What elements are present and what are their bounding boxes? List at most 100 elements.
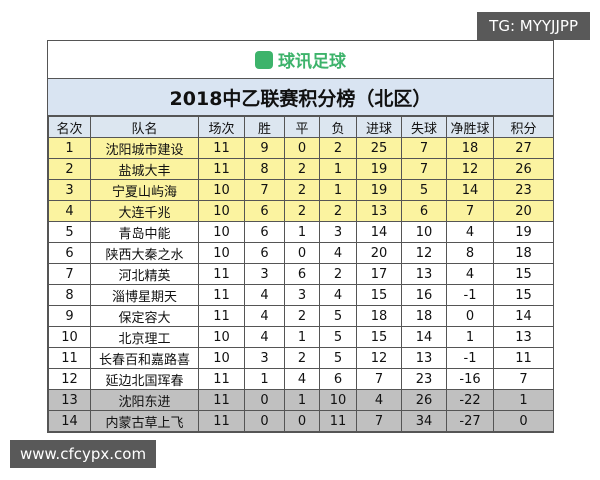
cell: 0 [284,242,320,264]
cell: 2 [284,158,320,180]
cell: 18 [446,137,494,159]
cell: 13 [401,347,447,369]
cell: 4 [446,263,494,285]
cell: 19 [356,158,402,180]
cell: 2 [319,200,357,222]
cell: 内蒙古草上飞 [90,410,199,432]
cell: 14 [356,221,402,243]
cell: 8 [446,242,494,264]
cell: 0 [493,410,554,432]
cell: 名次 [48,116,91,138]
cell: 长春百和嘉路喜 [90,347,199,369]
cell: 保定容大 [90,305,199,327]
cell: 11 [493,347,554,369]
row: 4 大连千兆 10 6 2 2 13 6 7 20 [48,200,554,222]
cell: 胜 [244,116,285,138]
cell: 1 [284,389,320,411]
watermark: www.cfcypx.com [10,440,157,468]
cell: 10 [198,200,245,222]
cell: 2 [284,347,320,369]
cell: 12 [446,158,494,180]
cell: -27 [446,410,494,432]
cell: 18 [356,305,402,327]
logo: 球讯足球 [48,41,553,79]
cell: 11 [198,263,245,285]
cell: 1 [493,389,554,411]
cell: 大连千兆 [90,200,199,222]
cell: 6 [244,221,285,243]
cell: 15 [356,326,402,348]
cell: 4 [356,389,402,411]
cell: 1 [48,137,91,159]
cell: 3 [319,221,357,243]
cell: 延边北国珲春 [90,368,199,390]
cell: -16 [446,368,494,390]
row: 3 宁夏山屿海 10 7 2 1 19 5 14 23 [48,179,554,201]
cell: 19 [356,179,402,201]
row: 11 长春百和嘉路喜 10 3 2 5 12 13 -1 11 [48,347,554,369]
cell: 18 [401,305,447,327]
header-row: 名次 队名 场次胜平负进球 失球 净胜球 积分 [48,116,554,138]
title: 2018中乙联赛积分榜（北区） [48,79,553,116]
cell: 4 [48,200,91,222]
cell: 3 [284,284,320,306]
cell: 8 [244,158,285,180]
cell: 0 [446,305,494,327]
cell: 5 [319,347,357,369]
cell: 7 [401,137,447,159]
cell: 6 [244,200,285,222]
table: 名次 队名 场次胜平负进球 失球 净胜球 积分 1 沈阳城市建设 11 9 0 2 25 7 18 27 2 盐城… [48,116,554,432]
cell: 11 [198,158,245,180]
cell: 10 [401,221,447,243]
cell: 进球 [356,116,402,138]
cell: 9 [244,137,285,159]
cell: 平 [284,116,320,138]
cell: 11 [198,410,245,432]
cell: 9 [48,305,91,327]
cell: 4 [319,242,357,264]
cell: 4 [284,368,320,390]
row: 1 沈阳城市建设 11 9 0 2 25 7 18 27 [48,137,554,159]
row: 6 陕西大秦之水 10 6 0 4 20 12 8 18 [48,242,554,264]
cell: 1 [284,326,320,348]
cell: 北京理工 [90,326,199,348]
cell: 14 [493,305,554,327]
cell: 3 [244,347,285,369]
cell: 1 [446,326,494,348]
cell: 18 [493,242,554,264]
cell: 6 [48,242,91,264]
cell: 5 [319,326,357,348]
cell: 宁夏山屿海 [90,179,199,201]
watermark: TG: MYYJJPP [477,12,590,40]
cell: 1 [244,368,285,390]
cell: 4 [446,221,494,243]
cell: 1 [319,179,357,201]
cell: 沈阳东进 [90,389,199,411]
cell: 10 [198,179,245,201]
cell: 11 [198,284,245,306]
cell: 净胜球 [446,116,494,138]
cell: 沈阳城市建设 [90,137,199,159]
cell: 2 [284,179,320,201]
cell: 10 [48,326,91,348]
cell: 4 [244,284,285,306]
logo-text: 球讯足球 [278,52,346,72]
cell: 盐城大丰 [90,158,199,180]
row: 10 北京理工 10 4 1 5 15 14 1 13 [48,326,554,348]
cell: 5 [319,305,357,327]
cell: 7 [48,263,91,285]
cell: 27 [493,137,554,159]
cell: 6 [319,368,357,390]
cell: 河北精英 [90,263,199,285]
row: 2 盐城大丰 11 8 2 1 19 7 12 26 [48,158,554,180]
cell: 5 [401,179,447,201]
row: 12 延边北国珲春 11 1 4 6 7 23 -16 7 [48,368,554,390]
cell: 4 [244,305,285,327]
cell: 2 [48,158,91,180]
cell: 失球 [401,116,447,138]
cell: 2 [284,200,320,222]
cell: 19 [493,221,554,243]
cell: 淄博星期天 [90,284,199,306]
row: 7 河北精英 11 3 6 2 17 13 4 15 [48,263,554,285]
cell: 20 [493,200,554,222]
